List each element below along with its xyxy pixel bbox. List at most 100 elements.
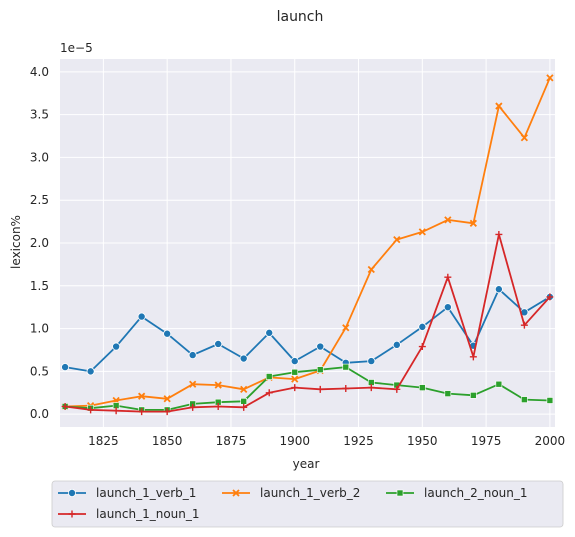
data-point — [239, 354, 248, 363]
legend-item: launch_1_verb_2 — [222, 486, 360, 500]
legend-item: launch_1_verb_1 — [58, 486, 196, 500]
x-axis-label: year — [293, 457, 320, 471]
data-point — [214, 402, 222, 410]
data-point — [546, 293, 554, 301]
data-point — [342, 384, 350, 392]
data-point — [418, 322, 427, 331]
series-group — [61, 74, 554, 416]
y-tick-label: 1.0 — [30, 322, 49, 336]
data-point — [163, 395, 171, 403]
x-tick-label: 1900 — [279, 434, 310, 448]
data-point — [112, 342, 121, 351]
data-point — [367, 265, 375, 274]
data-point — [393, 235, 401, 244]
data-point — [546, 74, 554, 82]
series-line — [64, 233, 551, 413]
data-point — [316, 342, 325, 351]
data-point — [418, 343, 426, 351]
data-point — [494, 285, 503, 294]
data-point — [290, 357, 299, 366]
legend-marker — [68, 488, 77, 497]
legend-item: launch_1_noun_1 — [58, 507, 200, 521]
legend-marker — [396, 489, 404, 497]
y-tick-label: 1.5 — [30, 279, 49, 293]
y-tick-label: 2.0 — [30, 236, 49, 250]
data-point — [240, 403, 248, 411]
data-point — [495, 380, 503, 388]
data-point — [240, 385, 248, 393]
x-tick-label: 2000 — [535, 434, 566, 448]
y-tick-label: 0.0 — [30, 407, 49, 421]
data-point — [342, 363, 350, 371]
y-offset-label: 1e−5 — [60, 41, 93, 55]
y-tick-label: 4.0 — [30, 65, 49, 79]
data-point — [521, 396, 528, 403]
legend-label: launch_2_noun_1 — [424, 486, 528, 500]
series-line — [64, 288, 551, 373]
data-point — [86, 367, 95, 376]
legend: launch_1_verb_1 launch_1_verb_2 launch_2_n… — [51, 480, 564, 528]
data-point — [520, 321, 528, 329]
legend-frame — [51, 480, 564, 528]
data-point — [469, 353, 477, 361]
data-point — [316, 366, 324, 373]
x-tick-label: 1825 — [88, 434, 119, 448]
x-tick-label: 1875 — [216, 434, 247, 448]
data-point — [87, 406, 95, 414]
legend-item: launch_2_noun_1 — [386, 486, 528, 500]
data-point — [342, 324, 350, 332]
series-line — [65, 366, 550, 411]
data-point — [546, 397, 554, 404]
data-point — [367, 384, 375, 392]
legend-label: launch_1_verb_2 — [260, 486, 360, 500]
data-point — [495, 230, 503, 238]
y-tick-label: 3.5 — [30, 108, 49, 122]
data-point — [469, 219, 477, 227]
y-tick-label: 0.5 — [30, 364, 49, 378]
tick-labels: 1825 1850 1875 1900 1925 1950 1975 2000 0.0 0.5 1.… — [30, 65, 565, 448]
data-point — [444, 216, 452, 224]
y-tick-label: 3.0 — [30, 150, 49, 164]
chart-title: launch — [277, 9, 324, 25]
data-point — [137, 312, 146, 321]
data-point — [188, 351, 197, 360]
data-point — [470, 392, 477, 399]
y-tick-label: 2.5 — [30, 193, 49, 207]
data-point — [189, 380, 197, 388]
legend-label: launch_1_noun_1 — [96, 507, 200, 521]
legend-marker — [232, 489, 240, 497]
data-point — [61, 363, 70, 372]
data-point — [392, 340, 401, 349]
data-point — [189, 403, 197, 411]
data-point — [291, 368, 299, 376]
data-point — [291, 384, 299, 392]
data-point — [265, 373, 273, 380]
data-point — [443, 303, 452, 312]
x-tick-label: 1925 — [343, 434, 374, 448]
data-point — [316, 385, 324, 393]
series-launch_1_verb_1 — [61, 285, 554, 376]
series-launch_1_noun_1 — [61, 230, 554, 416]
data-point — [61, 402, 69, 410]
data-point — [520, 134, 529, 142]
data-point — [495, 102, 503, 110]
x-tick-label: 1850 — [152, 434, 183, 448]
data-point — [444, 273, 452, 281]
data-point — [367, 357, 376, 366]
data-point — [112, 407, 120, 415]
data-point — [444, 390, 452, 397]
data-point — [419, 384, 426, 391]
legend-label: launch_1_verb_1 — [96, 486, 196, 500]
x-tick-label: 1950 — [407, 434, 438, 448]
data-point — [138, 392, 146, 400]
series-line — [65, 77, 551, 408]
y-axis-label: lexicon% — [9, 215, 23, 269]
data-point — [163, 329, 172, 338]
data-point — [214, 381, 222, 389]
data-point — [418, 228, 426, 236]
data-point — [393, 385, 401, 393]
data-point — [240, 398, 248, 405]
data-point — [265, 328, 274, 337]
data-point — [138, 408, 146, 416]
